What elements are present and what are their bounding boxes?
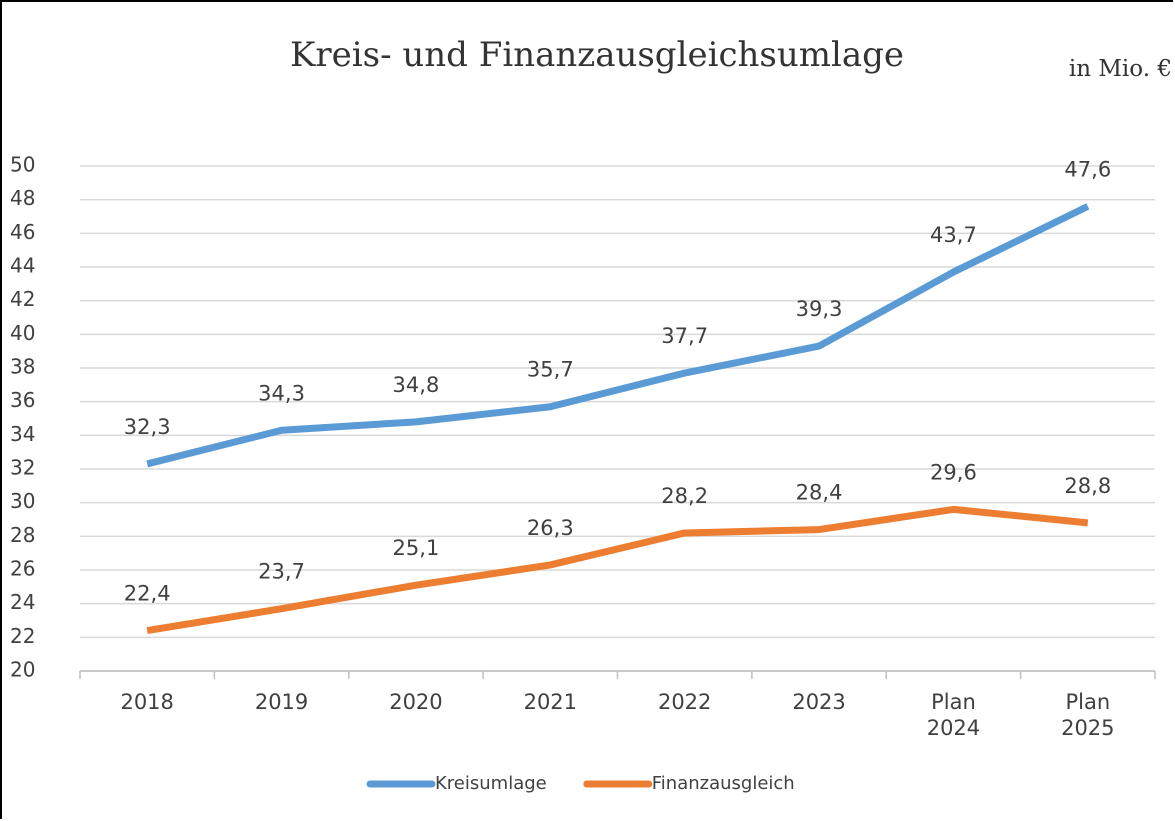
y-tick-label: 34: [10, 422, 35, 446]
data-label: 22,4: [124, 582, 171, 606]
x-tick-label: 2020: [389, 690, 443, 714]
data-label: 28,2: [661, 484, 708, 508]
x-tick-label: Plan 2024: [926, 690, 981, 740]
data-label: 35,7: [527, 358, 574, 382]
y-tick-label: 38: [10, 355, 35, 379]
y-tick-label: 20: [10, 658, 35, 682]
series-line: [146, 203, 1090, 468]
x-tick-label: 2023: [792, 690, 846, 714]
data-label: 34,3: [258, 381, 305, 405]
data-label: 28,4: [796, 481, 843, 505]
y-tick-label: 46: [10, 220, 35, 244]
x-tick-label: 2021: [523, 690, 578, 714]
y-tick-label: 50: [10, 153, 35, 177]
chart-title: Kreis- und Finanzausgleichsumlage: [290, 35, 904, 75]
y-tick-label: 30: [10, 489, 35, 513]
data-label: 26,3: [527, 516, 574, 540]
data-label: 29,6: [930, 460, 977, 484]
y-tick-label: 26: [10, 557, 35, 581]
data-label: 43,7: [930, 223, 977, 247]
x-tick-label: 2022: [657, 690, 712, 714]
legend-label: Kreisumlage: [435, 773, 547, 794]
series-line: [146, 505, 1089, 635]
y-tick-label: 32: [10, 456, 35, 480]
y-tick-label: 44: [10, 254, 35, 278]
data-label: 25,1: [393, 536, 440, 560]
y-tick-label: 22: [10, 624, 35, 648]
y-tick-label: 28: [10, 523, 35, 547]
data-label: 32,3: [124, 415, 171, 439]
data-label: 34,8: [393, 373, 440, 397]
data-label: 37,7: [661, 324, 708, 348]
x-tick-label: 2019: [254, 690, 309, 714]
x-tick-label: Plan 2025: [1061, 690, 1115, 740]
legend-label: Finanzausgleich: [652, 773, 795, 794]
data-label: 39,3: [796, 297, 843, 321]
y-tick-label: 48: [10, 186, 35, 210]
data-label: 23,7: [258, 560, 305, 584]
y-tick-label: 36: [10, 388, 35, 412]
y-tick-label: 24: [10, 590, 35, 614]
y-tick-label: 40: [10, 321, 35, 345]
data-label: 28,8: [1064, 474, 1111, 498]
y-tick-label: 42: [10, 287, 35, 311]
unit-label: in Mio. €: [1069, 56, 1172, 82]
x-tick-label: 2018: [120, 690, 174, 714]
data-label: 47,6: [1064, 157, 1111, 181]
